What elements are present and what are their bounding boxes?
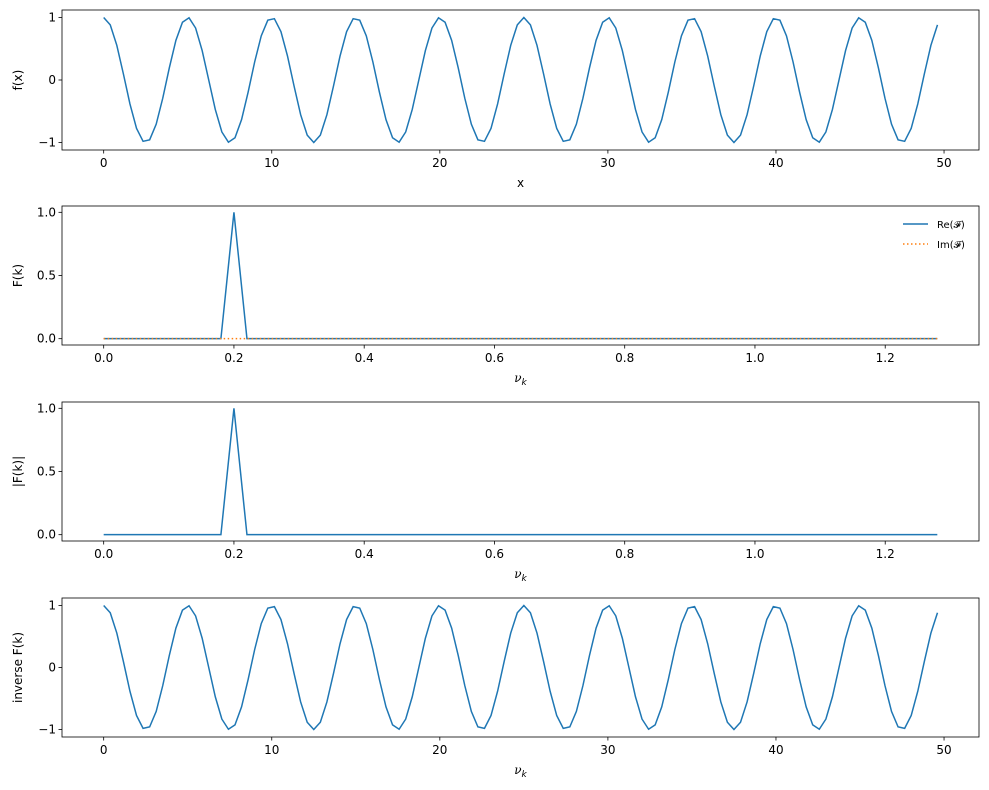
x-tick-label: 0.6	[485, 351, 504, 365]
x-tick-label: 0	[100, 156, 108, 170]
x-axis-label: x	[517, 176, 524, 190]
y-axis-label: inverse F(k)	[11, 632, 25, 703]
y-tick-label: −1	[38, 723, 56, 737]
y-tick-label: 1	[48, 598, 56, 612]
y-tick-label: 0.5	[37, 269, 56, 283]
series-line-1	[103, 408, 938, 536]
x-tick-label: 20	[432, 743, 447, 757]
x-tick-label: 0.4	[355, 351, 374, 365]
y-tick-label: 1.0	[37, 205, 56, 219]
x-axis-label: νk	[514, 371, 527, 388]
series-line-1	[103, 16, 939, 144]
x-tick-label: 40	[768, 156, 783, 170]
subplot-4: 0 10 20 30 40 50 −1 0 1 νk inverse F(k)	[11, 597, 980, 780]
y-tick-label: 0.5	[37, 465, 56, 479]
subplot-1: 0 10 20 30 40 50 −1 0 1 x f(x)	[11, 9, 980, 190]
y-tick-label: 0.0	[37, 528, 56, 542]
legend-label: Re(𝓕)	[937, 220, 965, 231]
y-tick-label: 1	[48, 11, 56, 25]
y-axis-label: |F(k)|	[11, 456, 25, 487]
x-tick-label: 1.0	[745, 547, 764, 561]
x-tick-label: 10	[264, 156, 279, 170]
axes-frame	[61, 9, 980, 151]
x-tick-label: 50	[936, 156, 951, 170]
legend-label: Im(𝓕)	[937, 240, 965, 251]
x-tick-label: 30	[600, 743, 615, 757]
x-tick-label: 0.0	[94, 547, 113, 561]
y-axis-label: F(k)	[11, 264, 25, 287]
x-axis-label: νk	[514, 567, 527, 584]
x-tick-label: 0.8	[615, 547, 634, 561]
x-tick-label: 0.0	[94, 351, 113, 365]
y-tick-label: 1.0	[37, 401, 56, 415]
x-tick-label: 1.0	[745, 351, 764, 365]
subplot-2: 0.0 0.2 0.4 0.6 0.8 1.0 1.2 0.0 0.5 1.0 νk F(k) Re(𝓕…	[11, 205, 980, 388]
subplot-3: 0.0 0.2 0.4 0.6 0.8 1.0 1.2 0.0 0.5 1.0 νk |F(k)|	[11, 401, 980, 584]
x-tick-label: 0.4	[355, 547, 374, 561]
x-tick-label: 50	[936, 743, 951, 757]
series-line-1	[103, 604, 939, 731]
y-axis-label: f(x)	[11, 70, 25, 91]
x-tick-label: 0	[100, 743, 108, 757]
x-tick-label: 0.2	[224, 547, 243, 561]
y-tick-label: −1	[38, 136, 56, 150]
y-tick-label: 0	[48, 73, 56, 87]
y-tick-label: 0.0	[37, 332, 56, 346]
x-tick-label: 0.2	[224, 351, 243, 365]
y-tick-label: 0	[48, 661, 56, 675]
x-tick-label: 30	[600, 156, 615, 170]
axes-frame	[61, 205, 980, 346]
x-axis-label: νk	[514, 763, 527, 780]
legend: Re(𝓕) Im(𝓕)	[903, 220, 965, 251]
axes-frame	[61, 401, 980, 542]
x-tick-label: 1.2	[876, 351, 895, 365]
x-tick-label: 10	[264, 743, 279, 757]
axes-frame	[61, 597, 980, 738]
x-tick-label: 1.2	[876, 547, 895, 561]
x-tick-label: 0.8	[615, 351, 634, 365]
series-line-1	[103, 212, 938, 340]
x-tick-label: 40	[768, 743, 783, 757]
x-tick-label: 0.6	[485, 547, 504, 561]
x-tick-label: 20	[432, 156, 447, 170]
